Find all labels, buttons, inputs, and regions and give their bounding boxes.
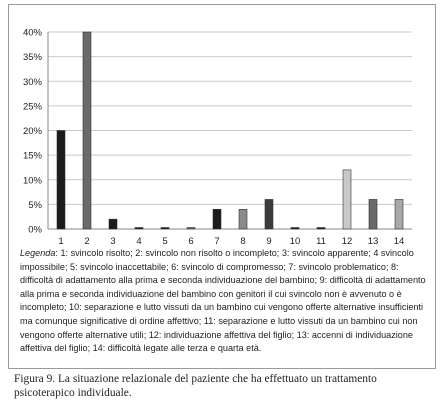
x-tick-label: 14 [394,236,405,247]
x-tick-label: 7 [214,236,219,247]
bar-5 [160,227,170,230]
bar-1 [56,130,66,230]
bar-2 [82,31,92,230]
x-tick-label: 2 [84,236,89,247]
chart-legend-text: Legenda: 1: svincolo risolto; 2: svincol… [20,247,426,356]
bar-chart: 0%5%10%15%20%25%30%35%40% 1 2 3 4 5 6 7 8 9 10 11 1… [23,28,412,247]
y-tick-label: 25% [23,101,43,112]
bar-3 [108,218,118,230]
bar-8 [238,209,248,230]
legend-body: : 1: svincolo risolto; 2: svincolo non r… [20,248,426,354]
x-tick-label: 13 [368,236,379,247]
bar-7 [212,209,222,230]
bar-10 [290,227,300,230]
bar-12 [342,169,352,230]
bar-14 [394,199,404,230]
bar-6 [186,227,196,230]
legend-lead: Legenda [20,248,56,258]
x-tick-label: 8 [240,236,245,247]
x-tick-label: 10 [290,236,301,247]
x-tick-label: 12 [342,236,353,247]
x-tick-label: 5 [162,236,167,247]
bar-9 [264,199,274,230]
figure-caption: Figura 9. La situazione relazionale del … [14,373,377,399]
x-tick-label: 6 [188,236,193,247]
bar-11 [316,227,326,230]
y-tick-label: 10% [23,175,43,186]
y-tick-label: 20% [23,126,43,137]
x-tick-label: 11 [316,236,326,247]
y-tick-label: 35% [23,52,43,63]
x-tick-label: 1 [58,236,63,247]
bar-13 [368,199,378,230]
y-tick-label: 15% [23,151,43,162]
x-tick-label: 3 [110,236,115,247]
y-tick-label: 0% [28,225,42,236]
x-tick-label: 4 [136,236,141,247]
y-tick-label: 40% [23,28,43,39]
y-tick-label: 5% [28,200,42,211]
x-tick-label: 9 [266,236,271,247]
bar-4 [134,227,144,230]
y-tick-label: 30% [23,77,43,88]
figure-frame [8,4,436,369]
